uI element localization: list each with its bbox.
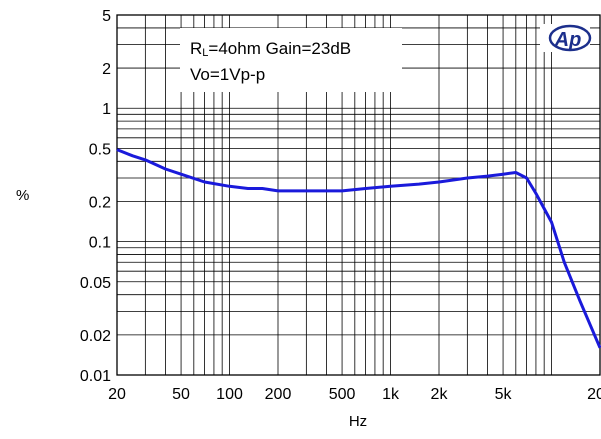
annotation-load-gain: RL=4ohm Gain=23dB <box>190 39 351 59</box>
plot-frame <box>116 14 601 376</box>
ap-logo: Ap <box>540 24 592 52</box>
logo-ring-icon <box>548 24 592 52</box>
y-axis-label: % <box>16 187 29 204</box>
x-tick-label: 200 <box>265 386 292 403</box>
y-tick-label: 0.05 <box>80 275 111 292</box>
x-axis-label: Hz <box>349 413 367 430</box>
annotation-output: Vo=1Vp-p <box>190 65 265 84</box>
y-tick-label: 0.2 <box>89 194 111 211</box>
x-tick-label: 500 <box>329 386 356 403</box>
y-tick-label: 2 <box>102 61 111 78</box>
x-tick-label: 1k <box>382 386 400 403</box>
annotation-box: RL=4ohm Gain=23dB Vo=1Vp-p <box>180 28 402 92</box>
x-axis-ticks: 20 50 100 200 500 1k 2k 5k 20k <box>108 386 601 403</box>
y-axis-ticks: 0.01 0.02 0.05 0.1 0.2 0.5 1 2 5 <box>80 8 111 385</box>
x-tick-label: 100 <box>216 386 243 403</box>
y-tick-label: 0.02 <box>80 328 111 345</box>
y-tick-label: 0.5 <box>89 141 111 158</box>
x-tick-label: 20k <box>587 386 601 403</box>
y-tick-label: 5 <box>102 8 111 25</box>
series-line <box>116 148 601 349</box>
y-tick-label: 1 <box>102 101 111 118</box>
logo-text: Ap <box>554 29 582 51</box>
x-tick-label: 50 <box>172 386 190 403</box>
y-tick-label: 0.1 <box>89 235 111 252</box>
x-tick-label: 20 <box>108 386 126 403</box>
series-layer <box>116 148 601 349</box>
y-tick-label: 0.01 <box>80 368 111 385</box>
x-tick-label: 5k <box>495 386 513 403</box>
x-tick-label: 2k <box>431 386 449 403</box>
